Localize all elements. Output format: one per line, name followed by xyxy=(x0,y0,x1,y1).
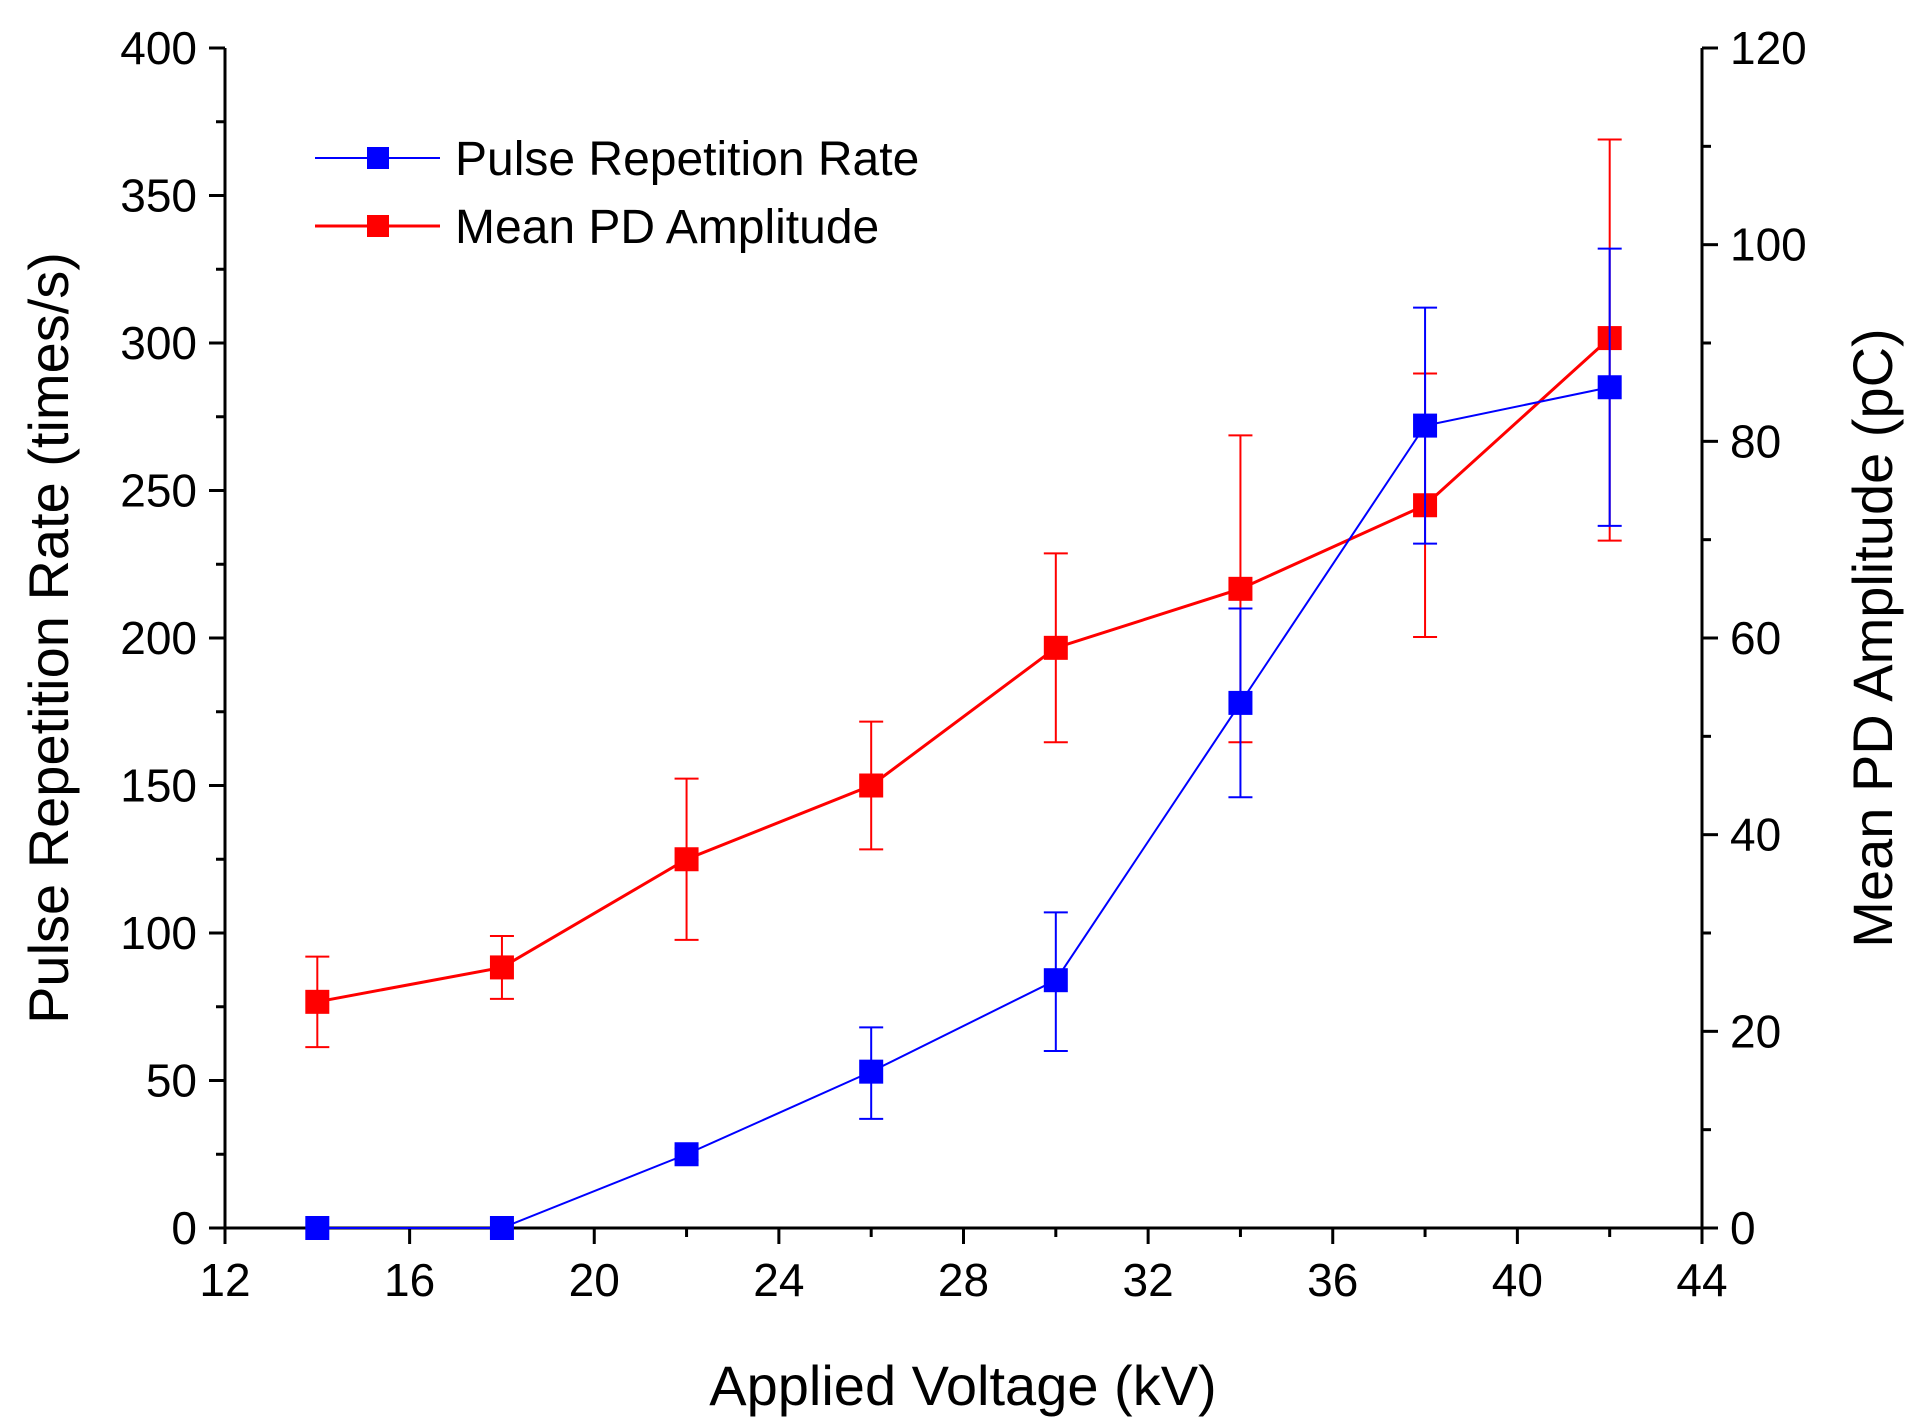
data-point-pulse-rate xyxy=(1043,968,1068,993)
y2-tick-label: 80 xyxy=(1730,415,1781,467)
y2-tick-label: 40 xyxy=(1730,809,1781,861)
y2-tick-label: 20 xyxy=(1730,1005,1781,1057)
y2-ticks: 0 20 40 60 80 100 120 xyxy=(1702,22,1807,1254)
series-line-pd-amplitude xyxy=(317,336,1611,1004)
y-ticks: 0 50 100 150 200 250 300 350 400 xyxy=(120,22,225,1254)
y-axis-title: Pulse Repetition Rate (times/s) xyxy=(17,252,80,1024)
data-point-pd-amplitude xyxy=(1043,635,1068,660)
data-point-pd-amplitude xyxy=(489,955,514,980)
x-axis-title: Applied Voltage (kV) xyxy=(709,1354,1216,1417)
y2-tick-label: 0 xyxy=(1730,1202,1756,1254)
data-point-pulse-rate xyxy=(305,1216,330,1240)
x-tick-label: 36 xyxy=(1307,1254,1358,1306)
legend-marker-pd-amplitude xyxy=(367,215,389,237)
y-tick-label: 250 xyxy=(120,465,197,517)
x-tick-label: 12 xyxy=(199,1254,250,1306)
legend-label-pd-amplitude: Mean PD Amplitude xyxy=(455,201,879,254)
data-point-pulse-rate xyxy=(489,1216,514,1240)
x-tick-label: 40 xyxy=(1492,1254,1543,1306)
x-tick-label: 32 xyxy=(1123,1254,1174,1306)
y-tick-label: 150 xyxy=(120,760,197,812)
y-tick-label: 400 xyxy=(120,22,197,74)
x-tick-label: 16 xyxy=(384,1254,435,1306)
y-tick-label: 300 xyxy=(120,317,197,369)
data-point-pulse-rate xyxy=(859,1059,884,1084)
y2-axis-title: Mean PD Amplitude (pC) xyxy=(1841,328,1904,947)
legend-label-pulse-rate: Pulse Repetition Rate xyxy=(455,133,919,186)
series-pd-amplitude xyxy=(305,138,1622,1049)
y-tick-label: 50 xyxy=(146,1055,197,1107)
data-point-pd-amplitude xyxy=(305,989,330,1014)
y2-tick-label: 100 xyxy=(1730,219,1807,271)
data-point-pulse-rate xyxy=(1228,690,1253,715)
y2-tick-label: 120 xyxy=(1730,22,1807,74)
series-pulse-rate xyxy=(305,247,1622,1240)
data-point-pd-amplitude xyxy=(1228,576,1253,601)
series-line-pulse-rate xyxy=(317,386,1610,1229)
x-tick-label: 44 xyxy=(1676,1254,1727,1306)
legend-marker-pulse-rate xyxy=(367,147,389,169)
legend: Pulse Repetition Rate Mean PD Amplitude xyxy=(315,133,919,254)
x-ticks: 12 16 20 24 28 32 36 40 44 xyxy=(199,1228,1728,1306)
x-tick-label: 20 xyxy=(569,1254,620,1306)
y-tick-label: 100 xyxy=(120,907,197,959)
data-point-pd-amplitude xyxy=(674,847,699,872)
data-point-pulse-rate xyxy=(674,1142,699,1167)
x-tick-label: 24 xyxy=(753,1254,804,1306)
y-tick-label: 0 xyxy=(171,1202,197,1254)
x-tick-label: 28 xyxy=(938,1254,989,1306)
data-point-pd-amplitude xyxy=(859,773,884,798)
data-point-pulse-rate xyxy=(1597,375,1622,400)
y2-tick-label: 60 xyxy=(1730,612,1781,664)
series-layer xyxy=(305,138,1622,1240)
y-tick-label: 350 xyxy=(120,170,197,222)
data-point-pulse-rate xyxy=(1413,413,1438,438)
y-tick-label: 200 xyxy=(120,612,197,664)
